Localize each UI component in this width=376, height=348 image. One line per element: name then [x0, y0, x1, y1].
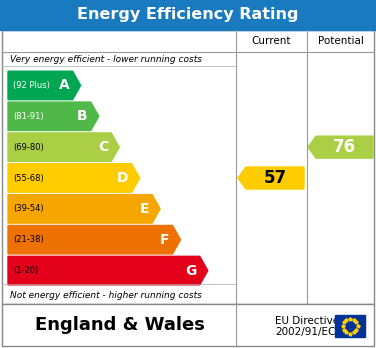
- Text: Not energy efficient - higher running costs: Not energy efficient - higher running co…: [10, 291, 202, 300]
- Text: 2002/91/EC: 2002/91/EC: [275, 327, 335, 337]
- Text: B: B: [77, 109, 88, 123]
- Text: C: C: [98, 140, 108, 154]
- Text: Energy Efficiency Rating: Energy Efficiency Rating: [77, 8, 299, 23]
- Text: (69-80): (69-80): [13, 143, 44, 152]
- Text: 76: 76: [333, 138, 356, 156]
- Text: F: F: [160, 233, 170, 247]
- Polygon shape: [8, 226, 180, 254]
- Polygon shape: [8, 256, 208, 285]
- Polygon shape: [8, 133, 119, 161]
- Text: England & Wales: England & Wales: [35, 316, 205, 334]
- Text: G: G: [185, 263, 197, 278]
- Polygon shape: [238, 167, 304, 189]
- Polygon shape: [8, 195, 160, 223]
- Text: EU Directive: EU Directive: [275, 316, 339, 326]
- Polygon shape: [8, 71, 80, 100]
- Polygon shape: [8, 164, 139, 192]
- Text: 57: 57: [264, 169, 287, 187]
- Text: (39-54): (39-54): [13, 204, 44, 213]
- Text: Very energy efficient - lower running costs: Very energy efficient - lower running co…: [10, 55, 202, 64]
- Text: (1-20): (1-20): [13, 266, 38, 275]
- Text: E: E: [139, 202, 149, 216]
- Bar: [335, 315, 365, 337]
- Polygon shape: [308, 136, 373, 158]
- Bar: [2, 30, 374, 304]
- Text: A: A: [59, 78, 70, 93]
- Text: Potential: Potential: [318, 36, 364, 46]
- Text: (55-68): (55-68): [13, 174, 44, 182]
- Text: (21-38): (21-38): [13, 235, 44, 244]
- Polygon shape: [8, 102, 99, 130]
- Bar: [2, 304, 374, 346]
- Text: Current: Current: [251, 36, 291, 46]
- Text: (92 Plus): (92 Plus): [13, 81, 50, 90]
- Text: (81-91): (81-91): [13, 112, 44, 121]
- Bar: [0, 0, 376, 30]
- Text: D: D: [117, 171, 129, 185]
